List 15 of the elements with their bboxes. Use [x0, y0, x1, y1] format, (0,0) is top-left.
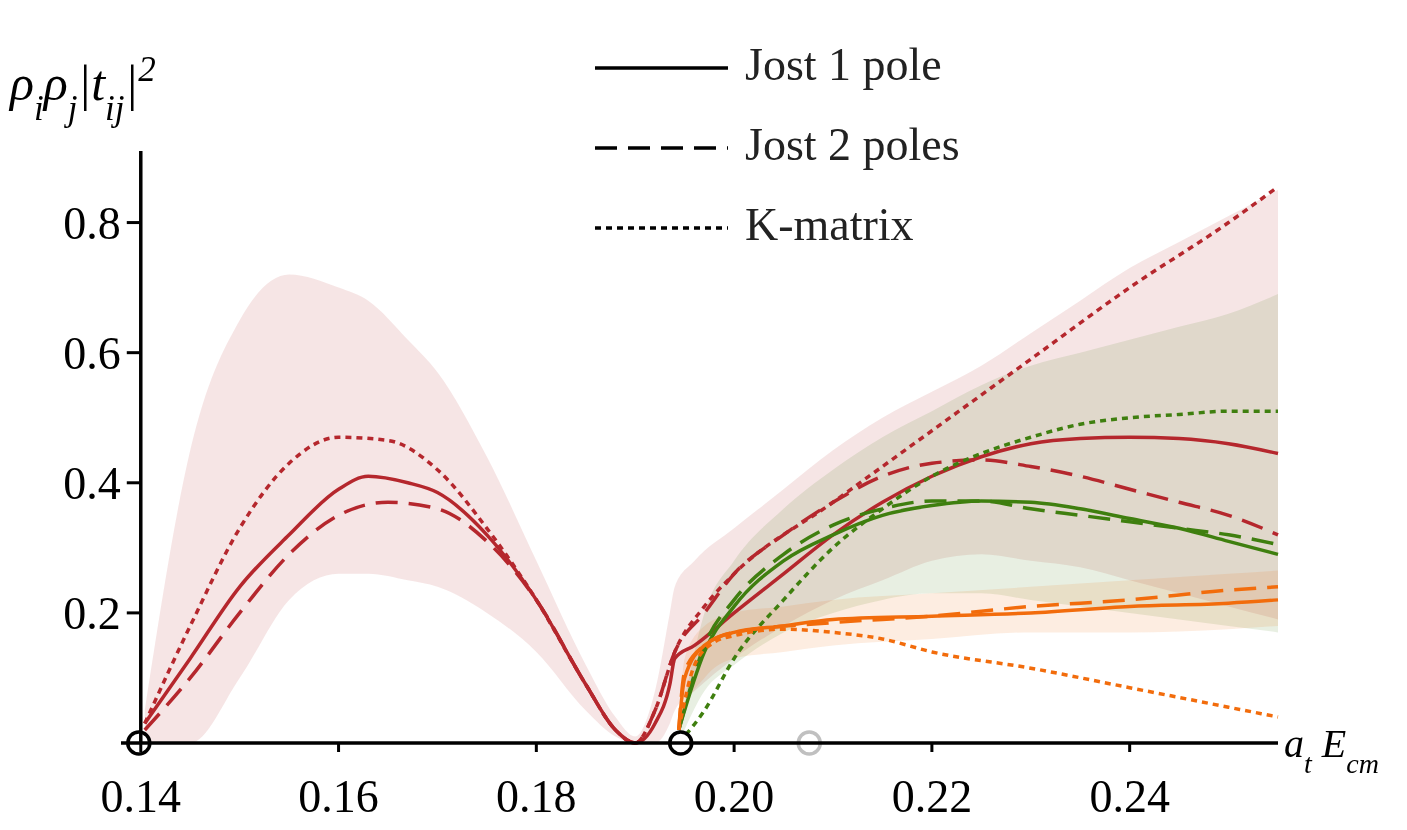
annotation: Jost 2 poles	[745, 119, 960, 170]
text: Jost 1 pole	[745, 39, 942, 90]
x-tick-label: 0.14	[100, 771, 182, 822]
x-tick-label: 0.18	[496, 771, 577, 822]
x-tick-label: 0.16	[298, 771, 379, 822]
y-tick-label: 0.4	[63, 457, 121, 509]
y-tick-label: 0.2	[63, 587, 121, 639]
y-tick-label: 0.8	[63, 197, 121, 249]
x-tick-label: 0.20	[693, 771, 775, 822]
x-axis-title: a$_{t}$ E$_{cm}$	[1284, 721, 1379, 779]
annotation: K-matrix	[745, 199, 914, 250]
x-tick-label: 0.24	[1089, 771, 1170, 822]
y-axis-title: ρ$_{i}$ρ$_{j}$|t$_{ij}$|$^{2}$	[8, 49, 156, 128]
y-tick-label: 0.6	[63, 327, 121, 379]
x-tick-label: 0.22	[891, 771, 973, 822]
